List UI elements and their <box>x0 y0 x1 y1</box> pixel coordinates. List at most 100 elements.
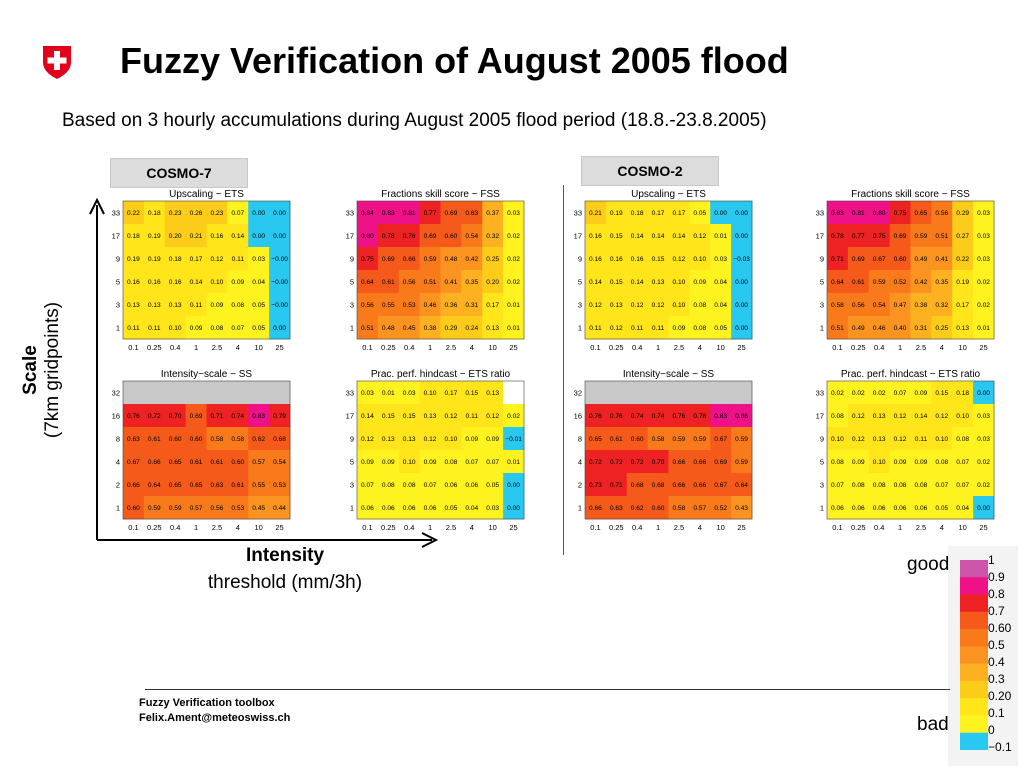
cell-value: 0.02 <box>507 256 520 263</box>
heatmap-cell <box>227 270 249 294</box>
heatmap-cell <box>973 404 995 428</box>
heatmap-cell <box>585 404 607 428</box>
heatmap-cell <box>731 473 753 497</box>
cell-value: 0.10 <box>673 279 686 286</box>
footer-email-text: Felix.Ament@meteoswiss.ch <box>139 712 291 724</box>
cell-value: 0.62 <box>252 436 265 443</box>
heatmap-cell <box>419 316 441 340</box>
heatmap-cell <box>227 224 249 248</box>
cell-value: 0.56 <box>403 279 416 286</box>
cell-value: 0.03 <box>714 256 727 263</box>
x-tick-label: 1 <box>656 343 660 352</box>
model-label-cosmo7: COSMO-7 <box>110 158 248 188</box>
cell-value: 0.48 <box>382 325 395 332</box>
x-tick-label: 0.25 <box>147 343 162 352</box>
cell-value: 0.71 <box>831 256 844 263</box>
cell-value: 0.16 <box>589 233 602 240</box>
heatmap-cell <box>440 316 462 340</box>
heatmap-cell <box>377 270 400 294</box>
cell-value: 0.07 <box>956 482 969 489</box>
heatmap-cell <box>269 427 291 451</box>
heatmap-cell <box>689 293 711 317</box>
cell-value: 0.11 <box>915 436 928 443</box>
cell-value: 0.00 <box>273 325 286 332</box>
cell-value: 0.42 <box>465 256 478 263</box>
heatmap-cell <box>668 496 690 520</box>
cell-value: 0.81 <box>403 210 416 217</box>
cell-value: 0.13 <box>403 436 416 443</box>
heatmap-cell <box>731 450 753 474</box>
heatmap-cell <box>731 201 753 225</box>
heatmap-cell <box>503 496 525 520</box>
heatmap-cell <box>377 404 400 428</box>
cell-value: 0.72 <box>631 459 644 466</box>
cell-value: 0.03 <box>977 233 990 240</box>
cell-value: 0.13 <box>169 302 182 309</box>
cell-value: 0.11 <box>652 325 665 332</box>
heatmap-cell <box>248 427 270 451</box>
heatmap-cell <box>123 450 145 474</box>
cell-value: 0.19 <box>148 233 161 240</box>
cell-value: 0.52 <box>714 505 727 512</box>
heatmap-cell <box>889 293 911 317</box>
colorbar-segment <box>960 663 988 682</box>
cell-value: 0.10 <box>673 302 686 309</box>
cell-value: 0.15 <box>610 233 623 240</box>
heatmap-cell <box>731 381 753 405</box>
heatmap-cell <box>482 450 504 474</box>
heatmap-cell <box>605 293 628 317</box>
heatmap-cell <box>868 316 891 340</box>
cell-value: 0.08 <box>915 482 928 489</box>
x-tick-label: 0.25 <box>851 523 866 532</box>
heatmap-cell <box>377 496 400 520</box>
x-tick-label: 0.4 <box>874 343 884 352</box>
cell-value: 0.78 <box>382 233 395 240</box>
cell-value: 0.54 <box>273 459 286 466</box>
heatmap-cell <box>440 270 462 294</box>
x-tick-label: 4 <box>236 343 240 352</box>
y-tick-label: 4 <box>116 458 120 467</box>
y-tick-label: 1 <box>820 324 824 333</box>
heatmap-cell <box>143 496 166 520</box>
cell-value: 0.09 <box>486 436 499 443</box>
heatmap-cell <box>357 404 379 428</box>
heatmap-cell <box>668 270 690 294</box>
cell-value: 0.83 <box>382 210 395 217</box>
heatmap-cell <box>605 427 628 451</box>
cell-value: 0.07 <box>831 482 844 489</box>
cell-value: 0.44 <box>273 505 286 512</box>
cell-value: 0.77 <box>852 233 865 240</box>
heatmap-cell <box>269 293 291 317</box>
heatmap-cell <box>398 404 421 428</box>
cell-value: 0.00 <box>273 210 286 217</box>
cell-value: 0.04 <box>714 302 727 309</box>
heatmap-cell <box>248 270 270 294</box>
heatmap-cell <box>164 316 187 340</box>
y-tick-label: 3 <box>820 301 824 310</box>
heatmap-cell <box>952 427 974 451</box>
cell-value: 0.51 <box>424 279 437 286</box>
heatmap-cell <box>952 247 974 271</box>
x-tick-label: 2.5 <box>446 523 456 532</box>
heatmap-cell <box>269 247 291 271</box>
cell-value: 0.15 <box>935 390 948 397</box>
scale-axis-subtitle: (7km gridpoints) <box>42 301 63 439</box>
cell-value: 0.07 <box>361 482 374 489</box>
heatmap-cell <box>931 473 953 497</box>
heatmap-cell <box>689 270 711 294</box>
cell-value: 0.05 <box>486 482 499 489</box>
cell-value: 0.86 <box>735 413 748 420</box>
heatmap-cell <box>626 496 649 520</box>
x-tick-label: 4 <box>940 523 944 532</box>
x-tick-label: 10 <box>959 343 967 352</box>
cell-value: 0.17 <box>445 390 458 397</box>
cell-value: 0.08 <box>403 482 416 489</box>
cell-value: 0.59 <box>424 256 437 263</box>
heatmap-cell <box>910 293 932 317</box>
cell-value: 0.14 <box>631 233 644 240</box>
heatmap-cell <box>227 201 249 225</box>
heatmap-cell <box>731 496 753 520</box>
heatmap-cell <box>482 316 504 340</box>
cell-value: 0.37 <box>486 210 499 217</box>
cell-value: −0.00 <box>271 279 288 286</box>
